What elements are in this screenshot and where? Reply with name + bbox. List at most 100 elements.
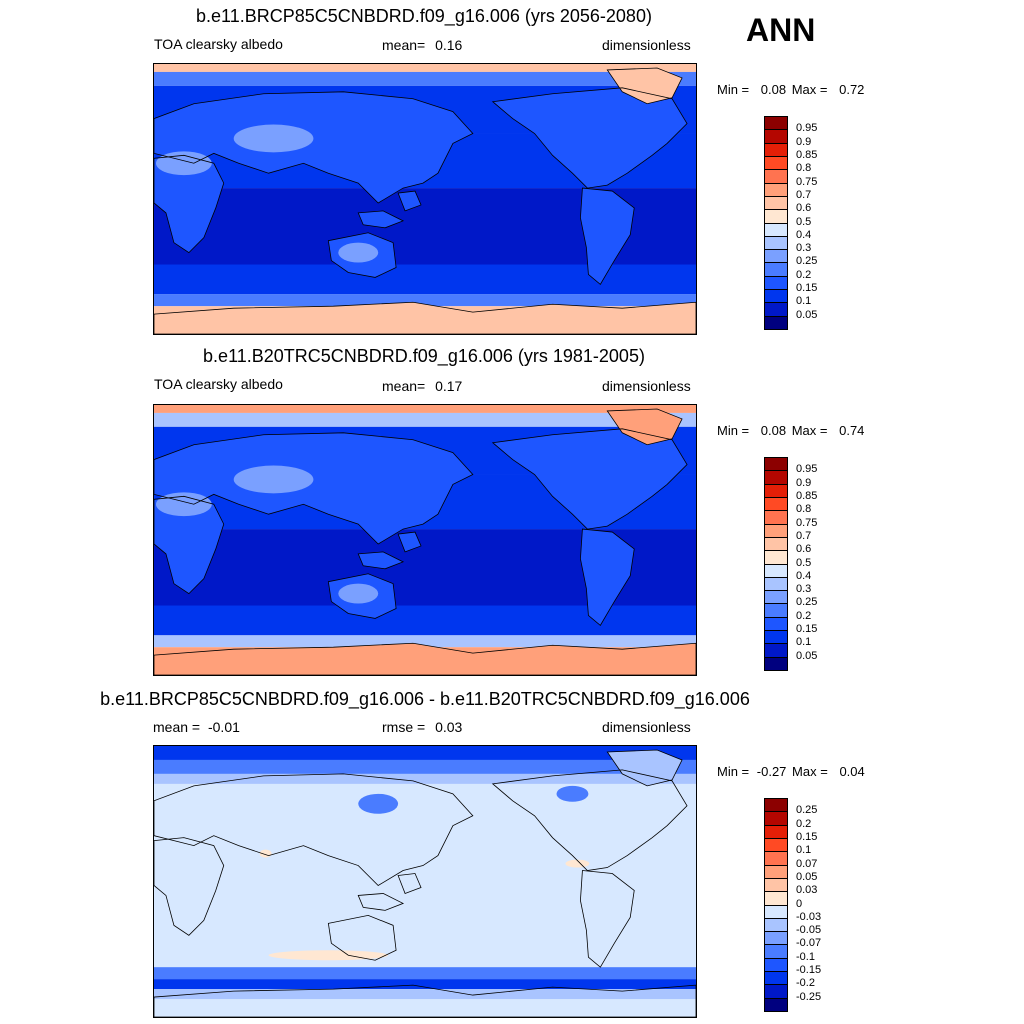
panel-1-variable: TOA clearsky albedo xyxy=(154,36,283,52)
ice-region xyxy=(607,408,683,445)
colorbar-tick-label: 0.25 xyxy=(796,255,818,268)
desert-region xyxy=(233,124,314,153)
map-band xyxy=(154,262,696,295)
colorbar-box xyxy=(764,944,788,959)
colorbar-box xyxy=(764,142,788,157)
map-field xyxy=(154,746,696,1017)
colorbar-tick-label: 0.75 xyxy=(796,175,818,188)
colorbar-tick-label: 0.4 xyxy=(796,569,812,582)
colorbar-box xyxy=(764,289,788,304)
coastline xyxy=(154,432,474,545)
colorbar-tick-label: -0.03 xyxy=(796,910,822,923)
colorbar-tick-label: 0.2 xyxy=(796,609,812,622)
panel-2-min-value: 0.08 xyxy=(760,423,787,438)
panel-1-units: dimensionless xyxy=(602,37,691,53)
panel-3-mean-label: mean = xyxy=(153,719,201,735)
colorbar-box xyxy=(764,249,788,264)
panel-3-minmax: Min = -0.27 Max = 0.04 xyxy=(717,764,865,779)
map-band xyxy=(154,64,696,72)
colorbar-box xyxy=(764,576,788,592)
coastline xyxy=(357,190,422,229)
panel-1-mean: mean= 0.16 xyxy=(382,37,462,53)
colorbar-tick-label: 0.7 xyxy=(796,529,812,542)
panel-2-units: dimensionless xyxy=(602,378,691,394)
colorbar-box xyxy=(764,891,788,906)
map-band xyxy=(154,635,696,648)
panel-3-title: b.e11.BRCP85C5CNBDRD.f09_g16.006 - b.e11… xyxy=(100,689,750,709)
panel-3-mean-value: -0.01 xyxy=(207,719,240,735)
colorbar-tick-label: 0.05 xyxy=(796,308,818,321)
panel-3-map xyxy=(153,745,697,1018)
map-band xyxy=(154,773,696,784)
colorbar-box xyxy=(764,603,788,618)
colorbar-box xyxy=(764,931,788,946)
coastline xyxy=(580,528,635,626)
colorbar-tick-label: 0.15 xyxy=(796,830,818,843)
colorbar-tick-label: 0.3 xyxy=(796,583,812,596)
colorbar-tick-label: 0.25 xyxy=(796,804,818,817)
colorbar-box xyxy=(764,877,788,893)
season-label: ANN xyxy=(746,12,816,48)
colorbar-tick-label: 0.05 xyxy=(796,649,818,662)
colorbar-tick-label: 0.3 xyxy=(796,242,812,255)
colorbar-tick-label: 0.5 xyxy=(796,215,812,228)
panel-2-min-label: Min = xyxy=(717,423,750,438)
panel-1-title: b.e11.BRCP85C5CNBDRD.f09_g16.006 (yrs 20… xyxy=(196,6,652,26)
land-region xyxy=(154,91,473,203)
panel-2-minmax: Min = 0.08 Max = 0.74 xyxy=(717,423,864,438)
coastline xyxy=(154,837,225,936)
colorbar-box xyxy=(764,523,788,538)
panel-3-mean: mean = -0.01 xyxy=(153,719,240,735)
colorbar-tick-label: -0.15 xyxy=(796,964,822,977)
land-region xyxy=(492,428,688,530)
coastline xyxy=(357,531,422,570)
colorbar-tick-label: 0.85 xyxy=(796,148,818,161)
colorbar-box xyxy=(764,510,788,525)
colorbar-box xyxy=(764,917,788,933)
colorbar-tick-label: 0.6 xyxy=(796,202,812,215)
map-band xyxy=(154,71,696,86)
colorbar-tick-label: 0.15 xyxy=(796,623,818,636)
panel-3-max-value: 0.04 xyxy=(839,764,865,779)
panel-1-map xyxy=(153,63,697,335)
coastline xyxy=(491,87,688,189)
colorbar-tick-label: 0.05 xyxy=(796,870,818,883)
colorbar-box xyxy=(764,116,788,131)
panel-3-rmse-value: 0.03 xyxy=(435,719,463,735)
colorbar-box xyxy=(764,169,788,184)
colorbar-tick-label: 0.75 xyxy=(796,516,818,529)
colorbar-box xyxy=(764,837,788,853)
colorbar-box xyxy=(764,864,788,879)
land-region xyxy=(154,496,224,594)
coastline xyxy=(327,573,397,619)
desert-region xyxy=(233,465,314,494)
panel-2-mean: mean= 0.17 xyxy=(382,378,462,394)
colorbar-tick-label: 0.03 xyxy=(796,884,818,897)
panel-3-min-value: -0.27 xyxy=(756,764,787,779)
ice-region xyxy=(154,643,696,675)
colorbar-tick-label: 0.2 xyxy=(796,817,812,830)
colorbar-box xyxy=(764,496,788,512)
map-band xyxy=(154,405,696,413)
colorbar-tick-label: 0.95 xyxy=(796,463,818,476)
colorbar-box xyxy=(764,616,788,632)
colorbar-box xyxy=(764,470,788,485)
colorbar-box xyxy=(764,536,788,552)
panel-2-colorbar: 0.05 0.1 0.15 0.2 0.25 0.3 0.4 0.5 0.6 0.7 0.75 0.8… xyxy=(764,457,834,671)
colorbar-box xyxy=(764,630,788,645)
panel-3-rmse-label: rmse = xyxy=(382,719,426,735)
colorbar-box xyxy=(764,563,788,578)
coastline xyxy=(154,301,696,334)
colorbar-tick-label: 0.2 xyxy=(796,268,812,281)
colorbar-box xyxy=(764,275,788,291)
colorbar-tick-label: 0.5 xyxy=(796,556,812,569)
panel-1-mean-label: mean= xyxy=(382,37,426,53)
colorbar-box xyxy=(764,182,788,197)
coastline xyxy=(606,408,683,446)
ice-region xyxy=(607,67,683,104)
panel-1-min-label: Min = xyxy=(717,82,750,97)
map-band xyxy=(154,759,696,774)
colorbar-box xyxy=(764,957,788,973)
panel-1-minmax: Min = 0.08 Max = 0.72 xyxy=(717,82,864,97)
panel-1-max-value: 0.72 xyxy=(839,82,865,97)
